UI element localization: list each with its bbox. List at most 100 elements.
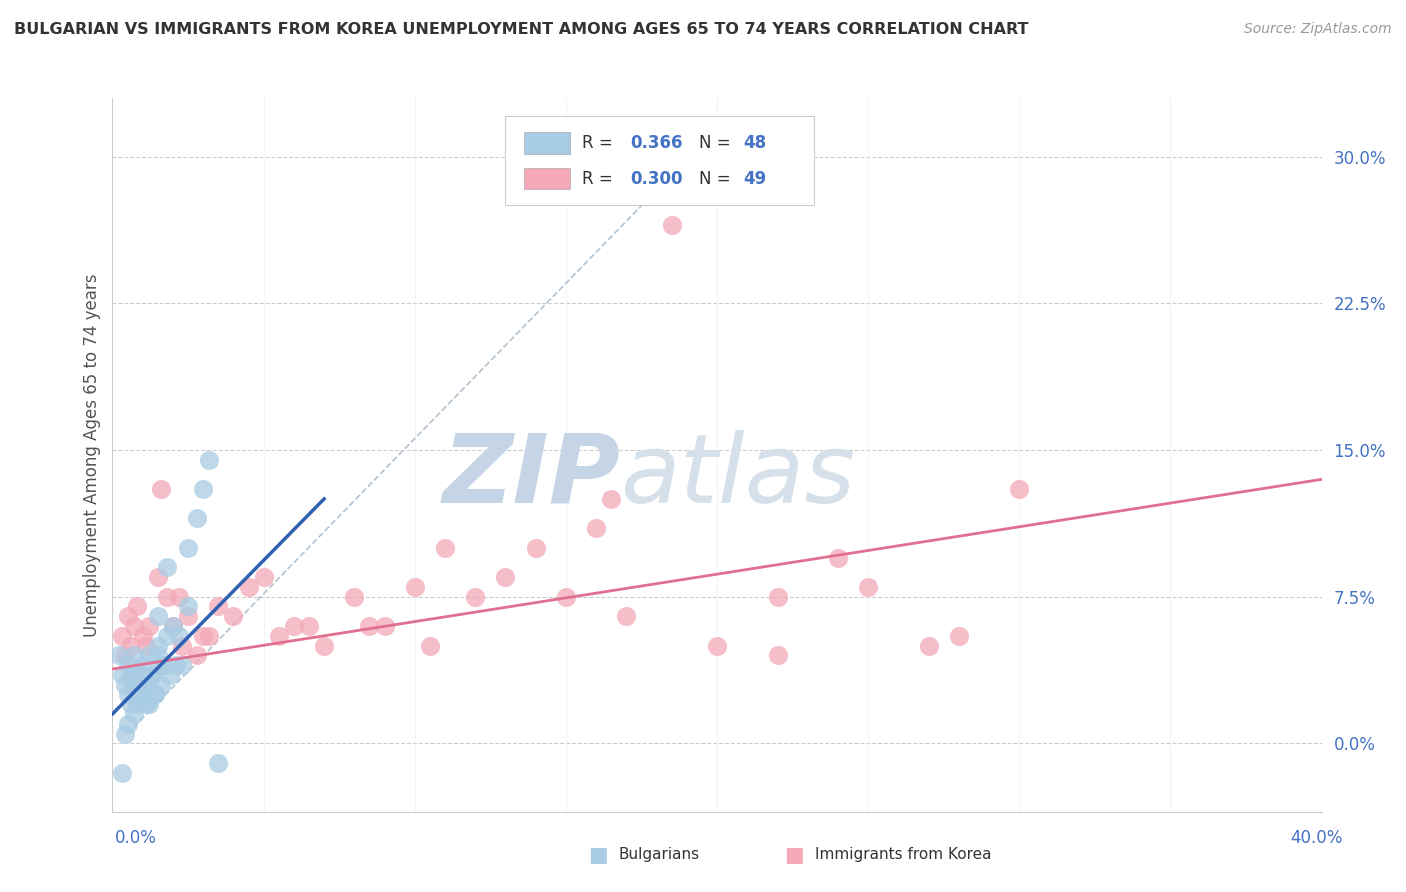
Text: BULGARIAN VS IMMIGRANTS FROM KOREA UNEMPLOYMENT AMONG AGES 65 TO 74 YEARS CORREL: BULGARIAN VS IMMIGRANTS FROM KOREA UNEMP… bbox=[14, 22, 1029, 37]
Point bbox=[122, 619, 145, 633]
Point bbox=[114, 726, 136, 740]
Point bbox=[170, 639, 193, 653]
Point bbox=[156, 590, 179, 604]
Point bbox=[1008, 482, 1031, 496]
Text: ZIP: ZIP bbox=[443, 430, 620, 523]
Point bbox=[253, 570, 276, 584]
Point bbox=[120, 697, 142, 711]
Point bbox=[135, 639, 157, 653]
Point bbox=[135, 697, 157, 711]
Point bbox=[110, 668, 132, 682]
Point bbox=[107, 648, 129, 663]
Point bbox=[156, 629, 179, 643]
Point bbox=[434, 541, 457, 555]
Text: 0.300: 0.300 bbox=[630, 169, 682, 187]
Point bbox=[766, 590, 789, 604]
Point bbox=[198, 629, 221, 643]
Point bbox=[156, 560, 179, 574]
Text: N =: N = bbox=[699, 169, 735, 187]
Point bbox=[117, 716, 139, 731]
Point bbox=[600, 491, 623, 506]
Point bbox=[159, 668, 181, 682]
Point bbox=[298, 619, 321, 633]
Point bbox=[343, 590, 366, 604]
Point bbox=[524, 541, 547, 555]
Point bbox=[149, 678, 172, 692]
Point bbox=[146, 609, 169, 624]
Point bbox=[117, 658, 139, 673]
FancyBboxPatch shape bbox=[523, 132, 569, 153]
Point bbox=[146, 648, 169, 663]
Point bbox=[177, 609, 200, 624]
Point bbox=[128, 687, 150, 701]
Point bbox=[114, 648, 136, 663]
Text: 0.0%: 0.0% bbox=[115, 829, 157, 847]
Point bbox=[314, 639, 336, 653]
Point bbox=[170, 658, 193, 673]
Point bbox=[267, 629, 290, 643]
Point bbox=[110, 629, 132, 643]
Point bbox=[162, 619, 184, 633]
Point bbox=[177, 541, 200, 555]
Point bbox=[122, 678, 145, 692]
Point bbox=[207, 756, 229, 770]
Text: R =: R = bbox=[582, 169, 617, 187]
Point bbox=[616, 609, 638, 624]
Point bbox=[186, 648, 208, 663]
Point bbox=[191, 482, 215, 496]
Point bbox=[149, 658, 172, 673]
Text: 48: 48 bbox=[744, 134, 766, 152]
Point bbox=[167, 629, 190, 643]
Point bbox=[138, 619, 160, 633]
Point bbox=[110, 765, 132, 780]
Point bbox=[141, 668, 163, 682]
Point bbox=[918, 639, 941, 653]
Text: atlas: atlas bbox=[620, 430, 855, 523]
Point bbox=[177, 599, 200, 614]
Point bbox=[222, 609, 245, 624]
Point bbox=[554, 590, 576, 604]
Point bbox=[138, 697, 160, 711]
Point bbox=[122, 706, 145, 721]
Point bbox=[948, 629, 970, 643]
Point bbox=[135, 678, 157, 692]
Text: Immigrants from Korea: Immigrants from Korea bbox=[815, 847, 993, 862]
Point bbox=[132, 668, 155, 682]
Text: R =: R = bbox=[582, 134, 617, 152]
FancyBboxPatch shape bbox=[523, 168, 569, 189]
Point bbox=[374, 619, 396, 633]
Point bbox=[153, 658, 176, 673]
Point bbox=[419, 639, 441, 653]
Text: 40.0%: 40.0% bbox=[1291, 829, 1343, 847]
Text: Bulgarians: Bulgarians bbox=[619, 847, 700, 862]
Point bbox=[125, 697, 148, 711]
Point bbox=[706, 639, 728, 653]
Point bbox=[766, 648, 789, 663]
Point bbox=[122, 648, 145, 663]
Point bbox=[125, 599, 148, 614]
Y-axis label: Unemployment Among Ages 65 to 74 years: Unemployment Among Ages 65 to 74 years bbox=[83, 273, 101, 637]
Point bbox=[404, 580, 426, 594]
Text: N =: N = bbox=[699, 134, 735, 152]
Point bbox=[117, 609, 139, 624]
Point bbox=[283, 619, 305, 633]
Point bbox=[125, 678, 148, 692]
Point bbox=[827, 550, 849, 565]
Point bbox=[464, 590, 486, 604]
Point bbox=[146, 570, 169, 584]
Point bbox=[495, 570, 517, 584]
Text: ■: ■ bbox=[588, 845, 607, 864]
Text: 0.366: 0.366 bbox=[630, 134, 682, 152]
Point bbox=[132, 658, 155, 673]
Point bbox=[585, 521, 607, 535]
Point bbox=[198, 452, 221, 467]
Point bbox=[143, 687, 166, 701]
Point bbox=[128, 668, 150, 682]
Point bbox=[661, 218, 683, 232]
Point bbox=[858, 580, 880, 594]
Point bbox=[165, 658, 187, 673]
Point bbox=[120, 668, 142, 682]
Point bbox=[186, 511, 208, 525]
FancyBboxPatch shape bbox=[506, 116, 814, 205]
Point bbox=[359, 619, 381, 633]
